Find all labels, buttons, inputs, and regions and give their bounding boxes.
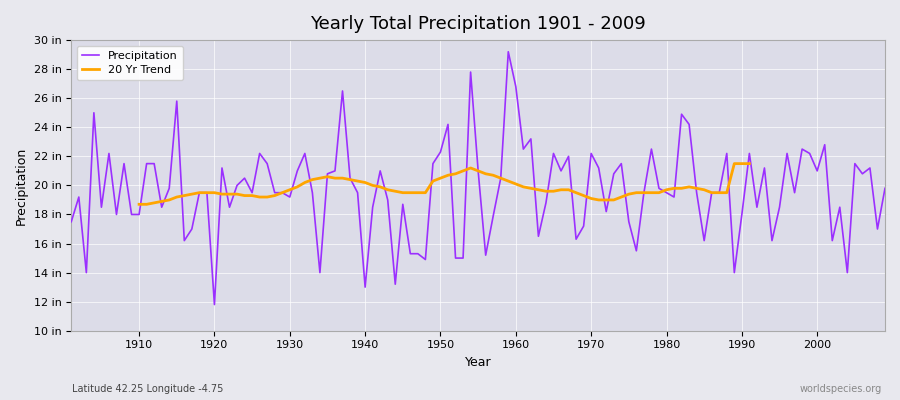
20 Yr Trend xyxy=(624,192,634,196)
20 Yr Trend xyxy=(729,161,740,166)
Line: Precipitation: Precipitation xyxy=(71,52,885,304)
Text: worldspecies.org: worldspecies.org xyxy=(800,384,882,394)
20 Yr Trend xyxy=(300,180,310,185)
Text: Latitude 42.25 Longitude -4.75: Latitude 42.25 Longitude -4.75 xyxy=(72,384,223,394)
Precipitation xyxy=(345,176,356,180)
20 Yr Trend xyxy=(134,202,145,207)
20 Yr Trend xyxy=(277,190,288,195)
Precipitation xyxy=(616,161,626,166)
Precipitation xyxy=(879,186,890,191)
20 Yr Trend xyxy=(608,198,619,202)
Legend: Precipitation, 20 Yr Trend: Precipitation, 20 Yr Trend xyxy=(76,46,184,80)
Precipitation xyxy=(503,49,514,54)
Precipitation xyxy=(518,147,528,152)
Precipitation xyxy=(126,212,137,217)
Precipitation xyxy=(66,219,77,224)
Precipitation xyxy=(209,302,220,307)
Y-axis label: Precipitation: Precipitation xyxy=(15,146,28,224)
20 Yr Trend xyxy=(307,177,318,182)
Precipitation xyxy=(526,136,536,141)
Title: Yearly Total Precipitation 1901 - 2009: Yearly Total Precipitation 1901 - 2009 xyxy=(310,15,646,33)
Line: 20 Yr Trend: 20 Yr Trend xyxy=(140,164,750,204)
20 Yr Trend xyxy=(420,190,431,195)
Precipitation xyxy=(300,151,310,156)
20 Yr Trend xyxy=(744,161,755,166)
X-axis label: Year: Year xyxy=(464,356,491,369)
